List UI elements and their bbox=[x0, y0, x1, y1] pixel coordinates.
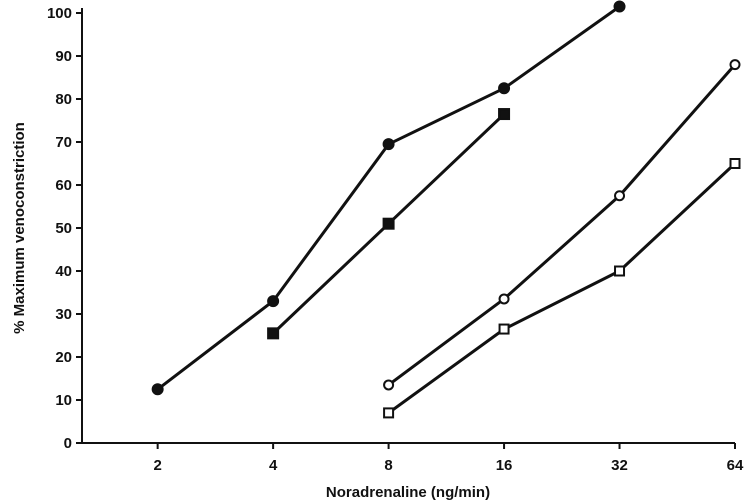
y-tick-label: 70 bbox=[55, 134, 72, 151]
y-tick-label: 100 bbox=[47, 5, 72, 22]
x-axis-title: Noradrenaline (ng/min) bbox=[326, 484, 490, 501]
data-point bbox=[382, 138, 395, 151]
data-point bbox=[729, 59, 741, 71]
series-line bbox=[387, 63, 737, 387]
series-open-square bbox=[383, 158, 741, 419]
x-axis-ticks: 2 4 8 16 32 64 bbox=[153, 443, 744, 474]
series-open-circle bbox=[383, 59, 741, 391]
y-axis-title: % Maximum venoconstriction bbox=[11, 122, 28, 334]
y-tick-label: 40 bbox=[55, 263, 72, 280]
x-tick-label: 4 bbox=[269, 457, 278, 474]
series-layer bbox=[151, 0, 741, 419]
data-point bbox=[498, 108, 511, 121]
x-tick-label: 8 bbox=[384, 457, 392, 474]
y-tick-label: 80 bbox=[55, 91, 72, 108]
data-point bbox=[151, 383, 164, 396]
data-point bbox=[498, 293, 510, 305]
data-point bbox=[267, 295, 280, 308]
series-line bbox=[156, 5, 621, 391]
series-line bbox=[387, 162, 737, 415]
y-tick-label: 30 bbox=[55, 306, 72, 323]
y-tick-label: 50 bbox=[55, 220, 72, 237]
data-point bbox=[267, 327, 280, 340]
y-tick-label: 10 bbox=[55, 392, 72, 409]
data-point bbox=[382, 217, 395, 230]
data-point bbox=[614, 190, 626, 202]
data-point bbox=[498, 323, 510, 335]
data-point bbox=[498, 82, 511, 95]
data-point bbox=[383, 379, 395, 391]
y-tick-label: 0 bbox=[64, 435, 72, 452]
data-point bbox=[613, 0, 626, 13]
series-filled-circle bbox=[151, 0, 626, 396]
series-filled-square bbox=[267, 108, 511, 340]
x-tick-label: 16 bbox=[496, 457, 513, 474]
y-axis-ticks: 0 10 20 30 40 50 60 70 80 90 100 bbox=[47, 5, 82, 452]
x-tick-label: 2 bbox=[153, 457, 161, 474]
y-tick-label: 20 bbox=[55, 349, 72, 366]
data-point bbox=[383, 407, 395, 419]
y-tick-label: 60 bbox=[55, 177, 72, 194]
data-point bbox=[729, 158, 741, 169]
x-tick-label: 32 bbox=[611, 457, 628, 474]
x-tick-label: 64 bbox=[727, 457, 744, 474]
y-tick-label: 90 bbox=[55, 48, 72, 65]
data-point bbox=[614, 265, 626, 277]
